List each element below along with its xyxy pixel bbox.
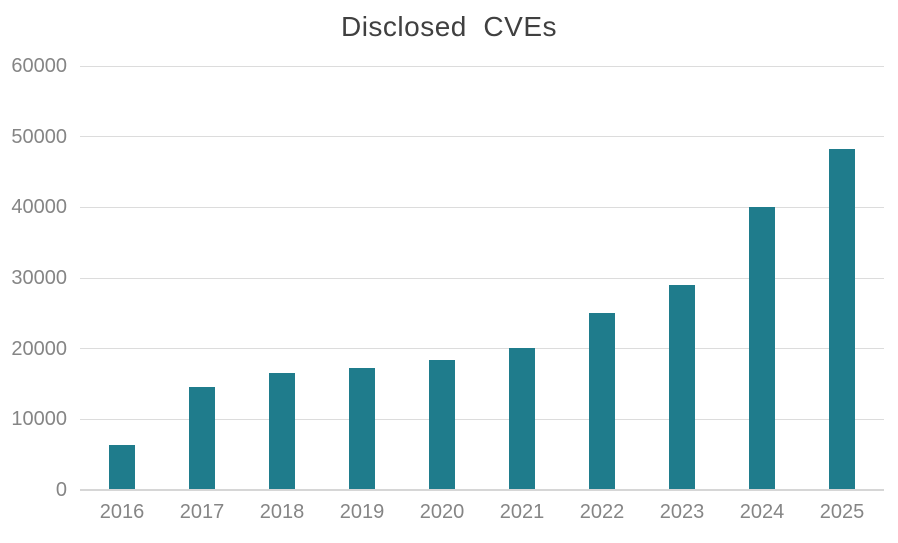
y-tick-label-0: 0	[55, 479, 67, 501]
y-tick-label-30000: 30000	[11, 267, 67, 289]
y-tick-label-50000: 50000	[11, 125, 67, 148]
gridline-50000	[80, 136, 884, 138]
bar-2025	[829, 149, 855, 490]
bar-2018	[269, 373, 295, 490]
x-tick-label-2025: 2025	[819, 501, 865, 523]
y-tick-label-20000: 20000	[11, 337, 67, 360]
x-tick-label-2018: 2018	[259, 501, 305, 523]
bar-2022	[589, 313, 615, 490]
gridline-20000	[80, 348, 884, 350]
bar-2016	[109, 444, 135, 490]
x-tick-label-2022: 2022	[579, 501, 625, 523]
x-tick-label-2024: 2024	[739, 501, 785, 523]
x-tick-label-2019: 2019	[339, 501, 385, 523]
y-tick-label-60000: 60000	[11, 55, 67, 77]
bar-2020	[429, 359, 455, 490]
gridline-60000	[80, 65, 884, 67]
bar-2023	[669, 285, 695, 490]
x-tick-label-2017: 2017	[179, 501, 225, 523]
gridline-10000	[80, 418, 884, 420]
bar-2017	[189, 386, 215, 490]
y-tick-label-10000: 10000	[11, 408, 67, 431]
x-axis-line	[80, 489, 884, 491]
bar-2021	[509, 347, 535, 490]
gridline-40000	[80, 206, 884, 208]
bar-2024	[749, 207, 775, 490]
x-tick-label-2021: 2021	[499, 501, 545, 523]
x-tick-label-2020: 2020	[419, 501, 465, 523]
chart-title: Disclosed CVEs	[340, 11, 557, 42]
gridline-30000	[80, 277, 884, 279]
y-tick-label-40000: 40000	[11, 196, 67, 219]
x-tick-label-2016: 2016	[99, 501, 145, 523]
bar-2019	[349, 367, 375, 490]
x-tick-label-2023: 2023	[659, 501, 705, 523]
